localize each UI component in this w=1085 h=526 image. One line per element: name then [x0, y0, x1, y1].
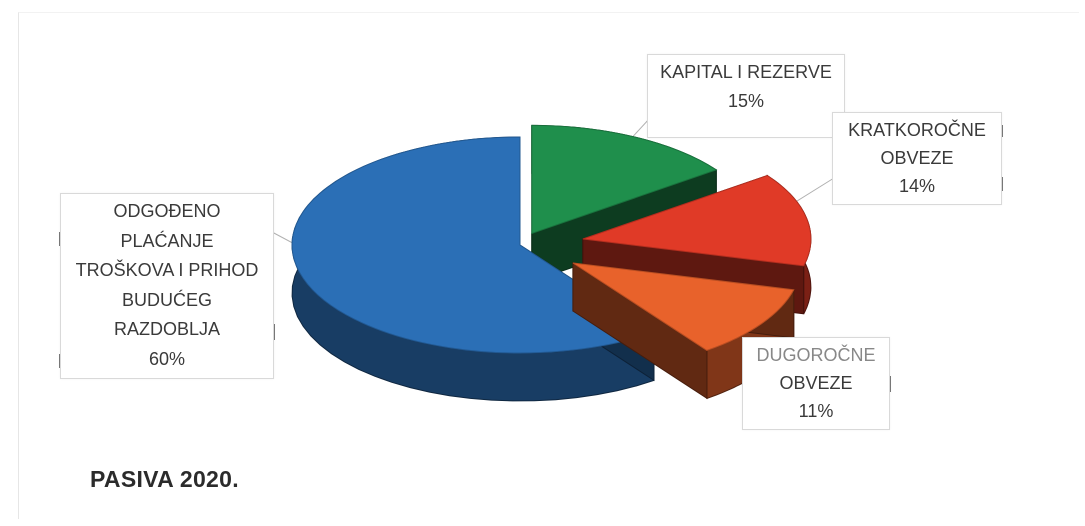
chart-title: PASIVA 2020.	[90, 466, 239, 492]
callout-kratkorocne-obveze: KRATKOROČNE OBVEZE 14%	[832, 112, 1003, 205]
slice-top-kratkoro-ne-obveze	[582, 174, 812, 267]
callout-kapital-value: 15%	[727, 91, 765, 111]
callout-dugorocne-value: 11%	[798, 401, 834, 421]
callout-dugorocne-line-1: DUGOROČNE	[756, 345, 876, 365]
callout-odgodeno-placanje: ODGOĐENO PLAĆANJE TROŠKOVA I PRIHOD BUDU…	[59, 193, 275, 379]
callout-odgodeno-line-5: RAZDOBLJA	[113, 319, 221, 339]
callout-edge-tick	[59, 354, 60, 368]
callout-edge-tick	[59, 232, 60, 246]
slice-kapital-i-rezerve	[531, 124, 718, 283]
callout-edge-tick	[1002, 177, 1003, 191]
callout-kratkorocne-value: 14%	[898, 176, 936, 196]
callout-kapital-i-rezerve: KAPITAL I REZERVE 15%	[647, 54, 845, 138]
callout-kratkorocne-line-1: KRATKOROČNE	[848, 120, 986, 140]
callout-edge-tick	[1002, 125, 1003, 137]
callout-kapital-line-1: KAPITAL I REZERVE	[660, 62, 832, 82]
callout-odgodeno-line-1: ODGOĐENO	[113, 201, 221, 221]
chart-frame	[18, 12, 1079, 519]
callout-dugorocne-line-2: OBVEZE	[779, 373, 853, 393]
callout-odgodeno-value: 60%	[148, 348, 186, 369]
callout-odgodeno-line-2: PLAĆANJE	[120, 230, 214, 251]
callout-kratkorocne-line-2: OBVEZE	[880, 148, 954, 168]
callout-odgodeno-line-4: BUDUĆEG	[121, 289, 212, 310]
callout-edge-tick	[274, 324, 275, 340]
callout-dugorocne-obveze: DUGOROČNE OBVEZE 11%	[742, 337, 891, 430]
pie-slices	[291, 124, 812, 402]
slice-top-dugoro-ne-obveze	[572, 262, 795, 351]
callout-odgodeno-line-3: TROŠKOVA I PRIHOD	[75, 260, 259, 280]
slice-odgo-eno-pla-anje-tro-kova-i-prihod-budu-eg-razdoblja	[291, 136, 656, 402]
callout-edge-tick	[890, 376, 891, 392]
slice-top-kapital-i-rezerve	[531, 124, 718, 235]
slice-top-odgo-eno-pla-anje-tro-kova-i-prihod-budu-eg-razdoblja	[291, 136, 656, 354]
